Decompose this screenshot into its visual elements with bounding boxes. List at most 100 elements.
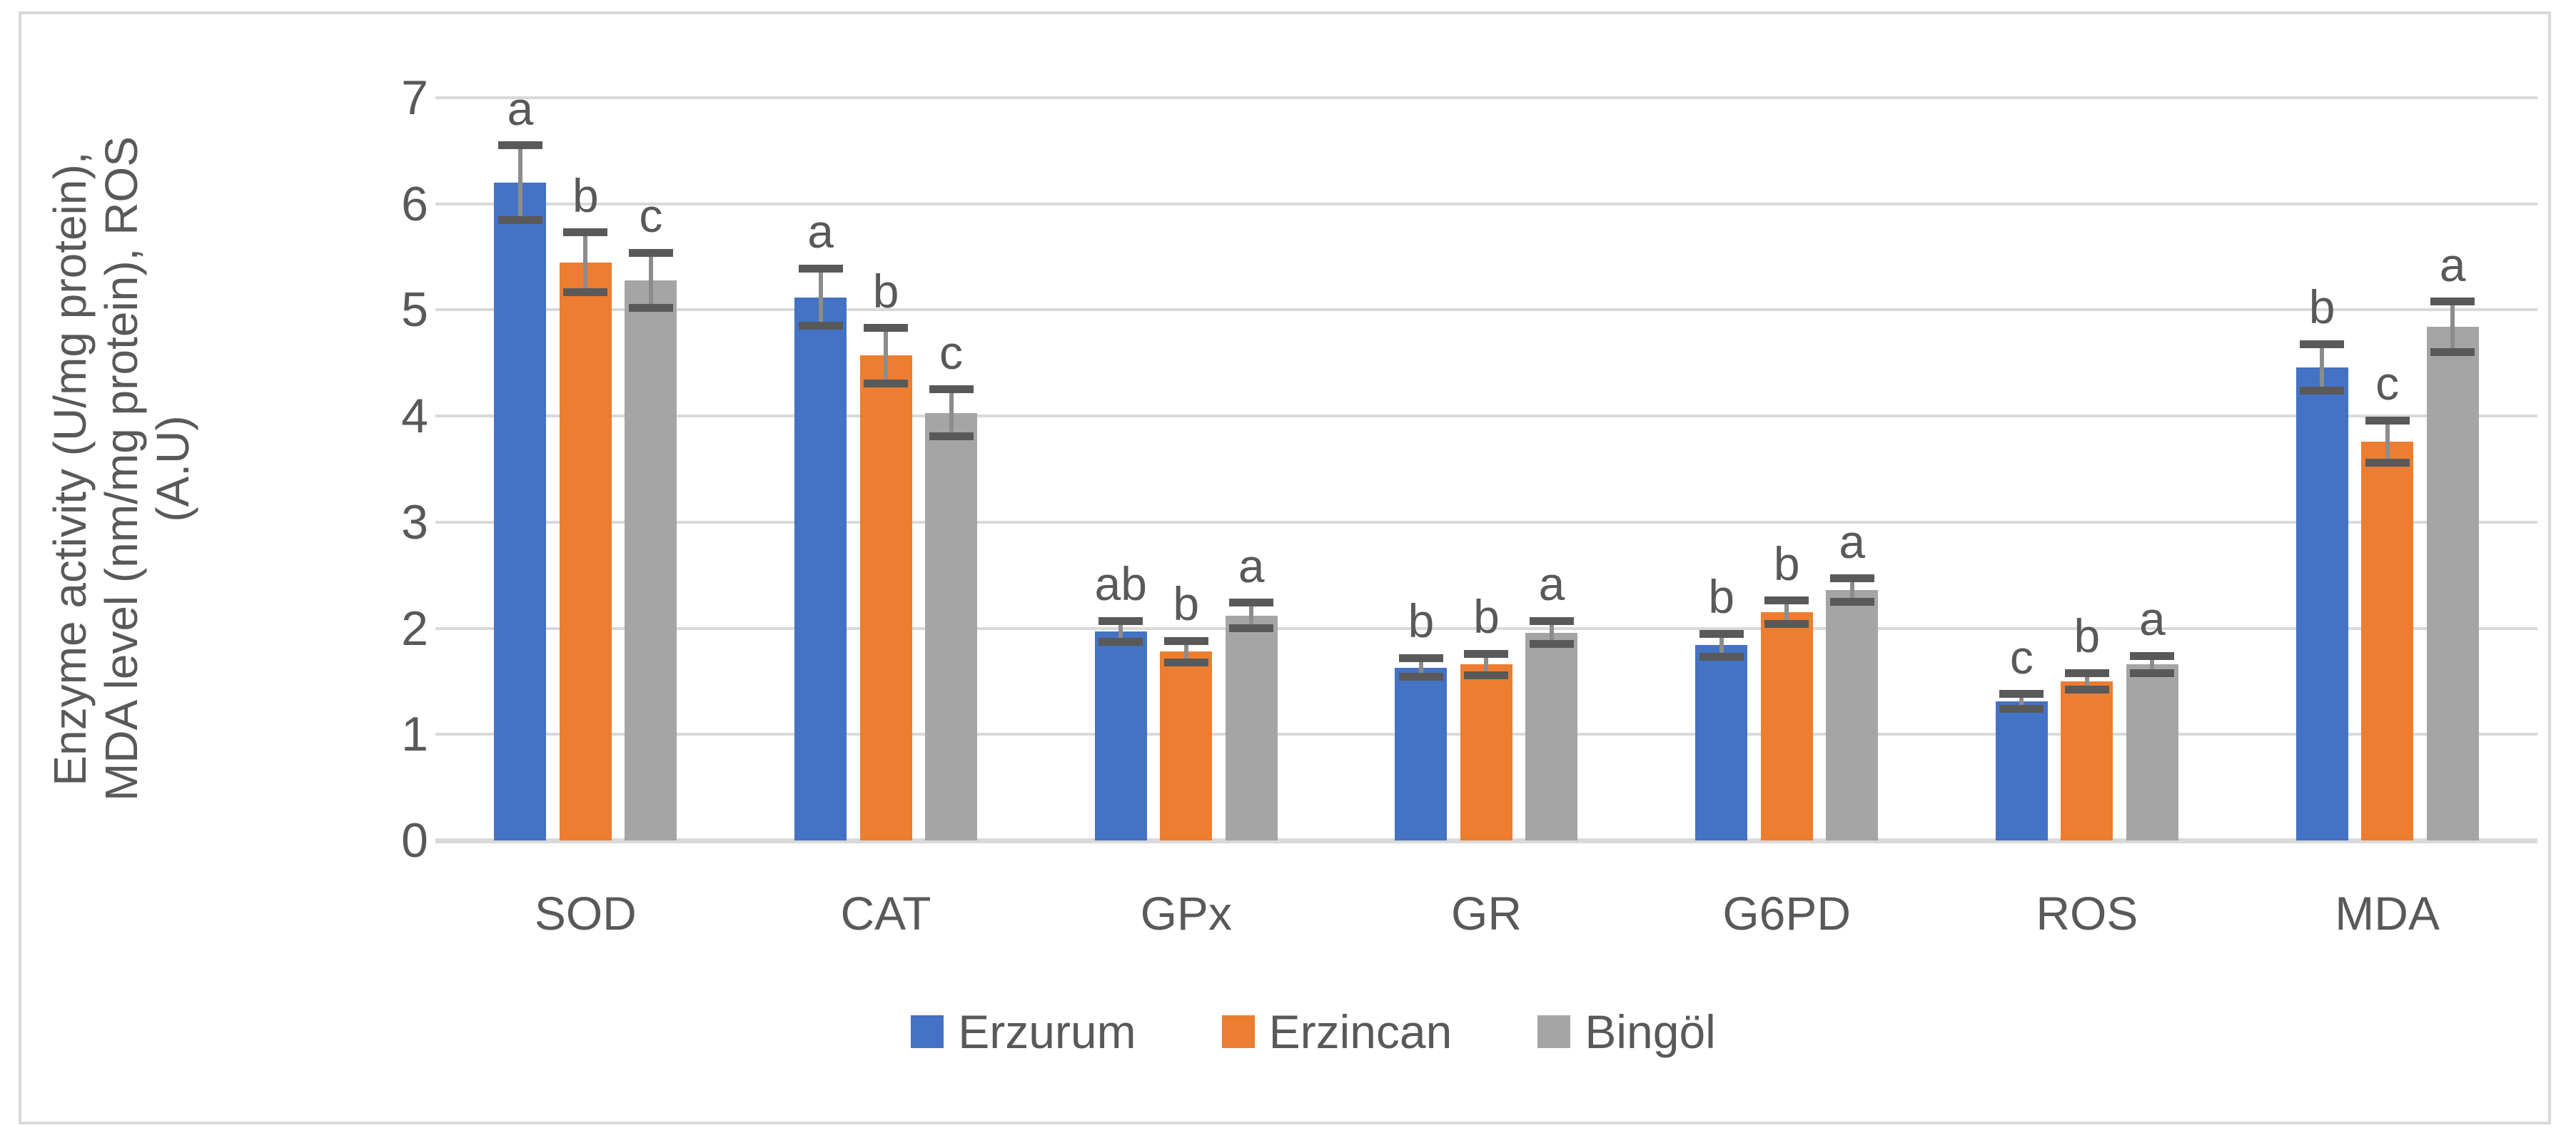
bar-ROS-Erzincan — [2061, 681, 2113, 840]
bar-SOD-Erzincan — [559, 262, 612, 840]
error-bar-cap-top-SOD-Bingöl — [628, 248, 673, 257]
error-bar-cap-top-CAT-Bingöl — [929, 385, 974, 394]
error-bar-stem-SOD-Bingöl — [648, 253, 653, 308]
y-axis-title-line2: MDA level (nm/mg protein), ROS — [96, 136, 147, 801]
error-bar-cap-top-GPx-Erzincan — [1163, 636, 1208, 645]
gridline-y5 — [435, 308, 2537, 312]
error-bar-cap-top-GR-Erzurum — [1398, 654, 1443, 662]
significance-letter-GR-Erzurum: b — [1408, 594, 1435, 648]
legend: Erzurum Erzincan Bingöl — [0, 1005, 2576, 1059]
significance-letter-ROS-Erzincan: b — [2074, 609, 2101, 663]
error-bar-stem-GPx-Bingöl — [1249, 602, 1254, 629]
legend-label: Erzurum — [958, 1005, 1136, 1058]
error-bar-stem-SOD-Erzincan — [583, 232, 588, 293]
category-label-SOD: SOD — [534, 887, 637, 940]
significance-letter-CAT-Erzincan: b — [872, 264, 899, 318]
gridline-y6 — [435, 202, 2537, 205]
error-bar-cap-bottom-SOD-Erzurum — [497, 215, 542, 224]
error-bar-cap-top-MDA-Erzincan — [2365, 416, 2410, 425]
category-label-MDA: MDA — [2335, 887, 2440, 940]
significance-letter-G6PD-Bingöl: a — [1839, 514, 1866, 568]
y-tick-label-2: 2 — [401, 601, 428, 656]
legend-swatch-icon — [1221, 1015, 1255, 1048]
error-bar-cap-bottom-GR-Erzincan — [1464, 671, 1509, 679]
bar-CAT-Erzurum — [794, 297, 847, 840]
significance-letter-MDA-Erzurum: b — [2308, 280, 2335, 334]
error-bar-cap-top-GPx-Bingöl — [1229, 599, 1274, 607]
error-bar-stem-GR-Erzincan — [1484, 654, 1489, 675]
error-bar-stem-CAT-Erzurum — [818, 268, 823, 326]
legend-swatch-icon — [911, 1015, 944, 1048]
error-bar-stem-G6PD-Bingöl — [1849, 578, 1854, 602]
error-bar-cap-top-ROS-Erzurum — [1999, 690, 2044, 698]
error-bar-cap-top-SOD-Erzurum — [497, 141, 542, 150]
error-bar-cap-bottom-ROS-Erzincan — [2064, 686, 2109, 694]
bar-G6PD-Erzincan — [1760, 612, 1813, 840]
error-bar-cap-top-G6PD-Erzincan — [1764, 596, 1809, 605]
error-bar-cap-top-CAT-Erzincan — [864, 324, 909, 332]
bar-GPx-Erzincan — [1160, 651, 1213, 840]
error-bar-cap-bottom-CAT-Erzurum — [798, 322, 843, 330]
error-bar-stem-SOD-Erzurum — [517, 145, 522, 220]
y-tick-label-6: 6 — [401, 176, 428, 231]
error-bar-cap-top-G6PD-Bingöl — [1829, 574, 1874, 583]
bar-GPx-Bingöl — [1225, 615, 1278, 840]
significance-letter-CAT-Bingöl: c — [939, 325, 964, 379]
gridline-y2 — [435, 626, 2537, 630]
significance-letter-ROS-Erzurum: c — [2009, 630, 2034, 684]
error-bar-cap-bottom-CAT-Erzincan — [864, 379, 909, 387]
significance-letter-GR-Bingöl: a — [1538, 557, 1565, 611]
error-bar-cap-bottom-GR-Erzurum — [1398, 673, 1443, 681]
gridline-y4 — [435, 415, 2537, 418]
error-bar-stem-CAT-Bingöl — [949, 389, 954, 437]
error-bar-cap-bottom-MDA-Erzincan — [2365, 459, 2410, 467]
error-bar-cap-top-GR-Erzincan — [1464, 649, 1509, 658]
bar-ROS-Erzurum — [1995, 701, 2048, 840]
error-bar-stem-G6PD-Erzurum — [1719, 634, 1724, 657]
bar-group-GPx: ab b a — [1036, 98, 1336, 840]
bar-GPx-Erzurum — [1094, 631, 1147, 840]
error-bar-cap-bottom-GPx-Bingöl — [1229, 624, 1274, 633]
gridline-y3 — [435, 520, 2537, 524]
legend-item-Bingöl: Bingöl — [1537, 1005, 1716, 1059]
error-bar-stem-ROS-Erzincan — [2084, 673, 2089, 690]
error-bar-stem-GPx-Erzurum — [1118, 621, 1123, 642]
significance-letter-GR-Erzincan: b — [1473, 590, 1500, 644]
error-bar-cap-bottom-G6PD-Bingöl — [1829, 597, 1874, 606]
significance-letter-SOD-Bingöl: c — [639, 189, 663, 243]
legend-item-Erzincan: Erzincan — [1221, 1005, 1452, 1059]
error-bar-cap-top-MDA-Erzurum — [2300, 340, 2345, 348]
error-bar-cap-bottom-G6PD-Erzincan — [1764, 620, 1809, 629]
bar-G6PD-Erzurum — [1695, 645, 1748, 840]
error-bar-cap-bottom-MDA-Bingöl — [2430, 348, 2475, 357]
bar-MDA-Erzincan — [2361, 441, 2414, 840]
error-bar-cap-bottom-G6PD-Erzurum — [1699, 653, 1744, 661]
bar-GR-Erzurum — [1395, 667, 1448, 840]
y-axis-title-line1: Enzyme activity (U/mg protein), — [44, 151, 96, 786]
significance-letter-CAT-Erzurum: a — [807, 205, 834, 258]
error-bar-cap-bottom-MDA-Erzurum — [2300, 386, 2345, 395]
significance-letter-MDA-Erzincan: c — [2375, 357, 2400, 410]
error-bar-cap-bottom-CAT-Bingöl — [929, 432, 974, 440]
error-bar-stem-MDA-Erzincan — [2385, 420, 2390, 463]
error-bar-cap-top-ROS-Erzincan — [2064, 669, 2109, 677]
category-label-GPx: GPx — [1140, 887, 1232, 940]
error-bar-cap-top-GR-Bingöl — [1529, 616, 1574, 625]
bar-ROS-Bingöl — [2126, 664, 2178, 840]
significance-letter-GPx-Bingöl: a — [1238, 539, 1265, 592]
error-bar-cap-bottom-SOD-Erzincan — [563, 288, 608, 296]
significance-letter-SOD-Erzurum: a — [507, 81, 534, 135]
gridline-y0 — [435, 838, 2537, 843]
bar-CAT-Bingöl — [925, 412, 978, 840]
error-bar-cap-top-MDA-Bingöl — [2430, 298, 2475, 306]
significance-letter-MDA-Bingöl: a — [2439, 238, 2466, 291]
chart-outer-border — [19, 11, 2551, 1124]
legend-item-Erzurum: Erzurum — [911, 1005, 1136, 1059]
bar-GR-Erzincan — [1460, 664, 1512, 840]
